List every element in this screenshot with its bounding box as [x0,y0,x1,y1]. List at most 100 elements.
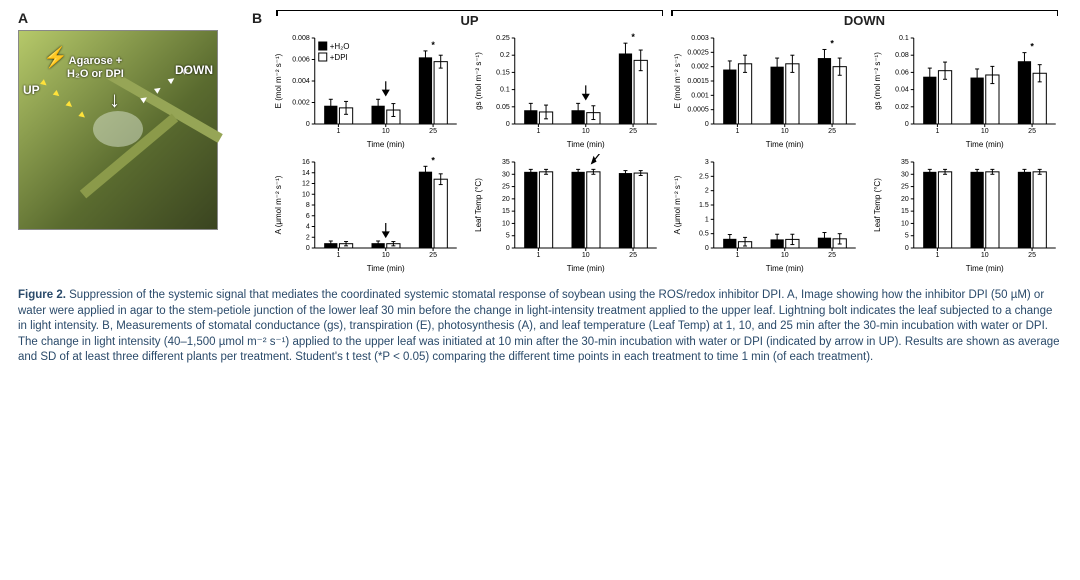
section-heads: UP DOWN [272,10,1062,30]
svg-text:16: 16 [302,159,310,166]
svg-text:25: 25 [429,128,437,135]
svg-text:0: 0 [904,121,908,128]
svg-text:1: 1 [935,252,939,259]
svg-text:0: 0 [306,121,310,128]
svg-text:25: 25 [629,128,637,135]
svg-text:15: 15 [900,208,908,215]
svg-text:*: * [431,40,435,50]
svg-text:25: 25 [429,252,437,259]
svg-text:10: 10 [781,128,789,135]
arrow-down-icon: ↓ [109,87,120,113]
panel-b-label: B [252,10,266,26]
svg-text:1: 1 [336,252,340,259]
svg-text:0.06: 0.06 [895,69,909,76]
svg-text:20: 20 [900,196,908,203]
svg-text:0.0005: 0.0005 [687,107,709,114]
svg-text:5: 5 [904,233,908,240]
svg-text:25: 25 [900,184,908,191]
svg-text:25: 25 [1028,252,1036,259]
treat-line1: Agarose + [69,55,123,67]
svg-text:14: 14 [302,170,310,177]
svg-text:10: 10 [581,252,589,259]
svg-text:Time (min): Time (min) [367,264,405,273]
svg-text:12: 12 [302,181,310,188]
treat-line2: H₂O or DPI [67,68,124,80]
svg-text:0.004: 0.004 [292,78,310,85]
svg-text:30: 30 [501,171,509,178]
svg-text:1: 1 [336,128,340,135]
svg-text:35: 35 [501,159,509,166]
chart-up-gs: 0 0.05 0.1 0.15 0.2 0.25 gs (mol m⁻² s⁻¹) 1 10 * 2… [472,30,664,150]
svg-text:35: 35 [900,159,908,166]
svg-text:0.1: 0.1 [500,87,510,94]
svg-text:+DPI: +DPI [330,53,348,62]
svg-text:0.006: 0.006 [292,57,310,64]
chart-down-gs: 00.020.040.060.080.1gs (mol m⁻² s⁻¹)110*… [871,30,1063,150]
svg-text:25: 25 [828,252,836,259]
svg-text:10: 10 [781,252,789,259]
svg-text:1: 1 [705,216,709,223]
chart-down-a: 00.511.522.53A (μmol m⁻² s⁻¹)11025Time (… [671,154,863,274]
treatment-label: Agarose + H₂O or DPI [67,55,124,81]
panel-b: B UP DOWN 00.0020.0040.0060.008E (mol m⁻… [252,10,1062,274]
svg-text:*: * [631,32,635,42]
dots-up-icon: ► ► ► ► [37,76,92,124]
photo-down-label: DOWN [175,63,213,77]
svg-text:10: 10 [302,191,310,198]
svg-text:2: 2 [705,188,709,195]
svg-text:Time (min): Time (min) [566,264,604,273]
svg-text:0.002: 0.002 [691,64,709,71]
svg-text:10: 10 [900,220,908,227]
svg-text:gs (mol m⁻² s⁻¹): gs (mol m⁻² s⁻¹) [473,52,482,110]
svg-text:0: 0 [306,245,310,252]
svg-text:20: 20 [501,196,509,203]
svg-text:10: 10 [980,252,988,259]
svg-text:0: 0 [505,121,509,128]
svg-text:0.15: 0.15 [496,69,510,76]
photo-up-label: UP [23,83,40,97]
svg-text:0.0025: 0.0025 [687,49,709,56]
svg-text:2.5: 2.5 [699,173,709,180]
svg-text:Time (min): Time (min) [965,140,1003,149]
panel-a-label: A [18,10,238,26]
panel-a: A ⚡ ► ► ► ► ► ► ► ► UP DOWN Agarose + H₂… [18,10,238,274]
svg-text:0: 0 [705,121,709,128]
svg-text:10: 10 [382,128,390,135]
svg-text:A (μmol m⁻² s⁻¹): A (μmol m⁻² s⁻¹) [274,175,283,234]
svg-text:10: 10 [581,128,589,135]
svg-text:1.5: 1.5 [699,202,709,209]
svg-text:0.04: 0.04 [895,87,909,94]
svg-text:0.5: 0.5 [699,231,709,238]
svg-text:Time (min): Time (min) [766,264,804,273]
chart-up-a: 0246810121416A (μmol m⁻² s⁻¹)110*25Time … [272,154,464,274]
svg-text:gs (mol m⁻² s⁻¹): gs (mol m⁻² s⁻¹) [872,52,881,110]
chart-down-e: 00.00050.0010.00150.0020.00250.003E (mol… [671,30,863,150]
caption-text: Suppression of the systemic signal that … [18,289,1060,363]
svg-text:0.002: 0.002 [292,100,310,107]
svg-text:4: 4 [306,224,310,231]
svg-text:25: 25 [629,252,637,259]
svg-text:10: 10 [501,220,509,227]
svg-text:0.05: 0.05 [496,104,510,111]
svg-text:10: 10 [980,128,988,135]
svg-text:Time (min): Time (min) [766,140,804,149]
svg-text:30: 30 [900,171,908,178]
svg-text:6: 6 [306,213,310,220]
svg-text:8: 8 [306,202,310,209]
lightning-icon: ⚡ [43,45,68,70]
svg-text:10: 10 [382,252,390,259]
section-down-head: DOWN [671,10,1058,28]
section-up-head: UP [276,10,663,28]
svg-text:Leaf Temp (°C): Leaf Temp (°C) [473,178,482,232]
svg-text:0: 0 [705,245,709,252]
svg-text:0.02: 0.02 [895,104,909,111]
figure-row: A ⚡ ► ► ► ► ► ► ► ► UP DOWN Agarose + H₂… [18,10,1062,274]
svg-text:0.25: 0.25 [496,35,510,42]
svg-text:0.2: 0.2 [500,52,510,59]
svg-text:E (mol m⁻² s⁻¹): E (mol m⁻² s⁻¹) [673,53,682,108]
charts-grid: 00.0020.0040.0060.008E (mol m⁻² s⁻¹)110*… [272,30,1062,274]
svg-text:0: 0 [505,245,509,252]
svg-text:*: * [830,38,834,48]
svg-text:1: 1 [536,128,540,135]
svg-text:25: 25 [828,128,836,135]
